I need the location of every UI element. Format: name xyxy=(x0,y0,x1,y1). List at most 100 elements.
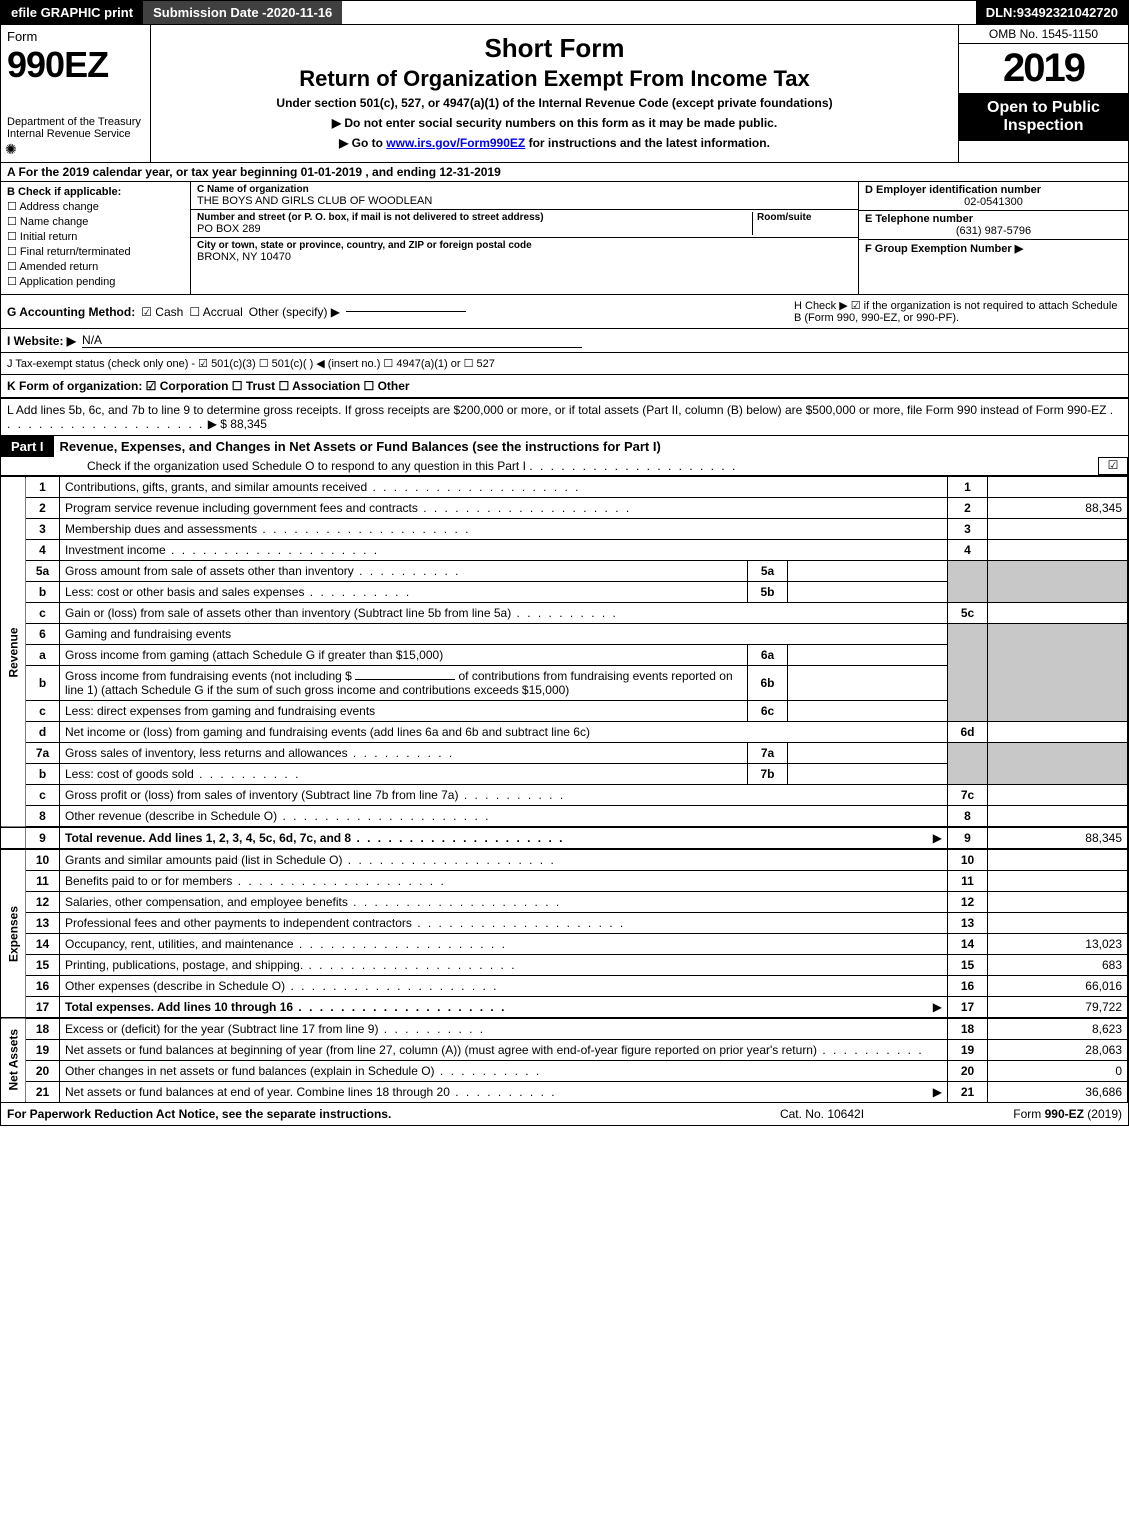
line-g-h: G Accounting Method: Cash Accrual Other … xyxy=(1,295,1128,329)
l6b-subamt xyxy=(788,666,948,701)
l6b-blank[interactable] xyxy=(355,679,455,680)
l10-desc: Grants and similar amounts paid (list in… xyxy=(65,853,556,867)
l5a-num: 5a xyxy=(26,561,60,582)
l5a-subamt xyxy=(788,561,948,582)
c-city-label: City or town, state or province, country… xyxy=(197,240,852,251)
l9-arrow: ▶ xyxy=(933,831,942,845)
l7a-desc: Gross sales of inventory, less returns a… xyxy=(65,746,454,760)
instruction-goto: ▶ Go to www.irs.gov/Form990EZ for instru… xyxy=(161,136,948,150)
check-name-change[interactable]: Name change xyxy=(7,215,184,228)
instruction-no-ssn: ▶ Do not enter social security numbers o… xyxy=(161,116,948,130)
l6b-amtshade xyxy=(988,666,1128,701)
l5c-rnum: 5c xyxy=(948,603,988,624)
l20-num: 20 xyxy=(26,1061,60,1082)
l5c-amt xyxy=(988,603,1128,624)
open-public-badge: Open to Public Inspection xyxy=(959,93,1128,141)
check-amended-return[interactable]: Amended return xyxy=(7,260,184,273)
l7a-rshade xyxy=(948,743,988,764)
l20-rnum: 20 xyxy=(948,1061,988,1082)
l21-arrow: ▶ xyxy=(933,1085,942,1099)
g-other-blank[interactable] xyxy=(346,311,466,312)
l6c-rshade xyxy=(948,701,988,722)
l7c-amt xyxy=(988,785,1128,806)
g-cash-checkbox[interactable]: Cash xyxy=(141,305,183,319)
l17-amt: 79,722 xyxy=(988,997,1128,1019)
l7c-desc: Gross profit or (loss) from sales of inv… xyxy=(65,788,565,802)
l5b-amtshade xyxy=(988,582,1128,603)
subdate-value: 2020-11-16 xyxy=(267,5,333,20)
efile-label: efile GRAPHIC print xyxy=(11,5,133,20)
c-street-label: Number and street (or P. O. box, if mail… xyxy=(197,212,752,223)
l7b-rshade xyxy=(948,764,988,785)
l7b-subamt xyxy=(788,764,948,785)
l17-rnum: 17 xyxy=(948,997,988,1019)
l10-num: 10 xyxy=(26,849,60,871)
check-address-change[interactable]: Address change xyxy=(7,200,184,213)
lines-table-wrap: Revenue 1 Contributions, gifts, grants, … xyxy=(1,475,1128,1103)
l7b-amtshade xyxy=(988,764,1128,785)
top-bar: efile GRAPHIC print Submission Date - 20… xyxy=(1,1,1128,25)
l7b-subnum: 7b xyxy=(748,764,788,785)
l16-desc: Other expenses (describe in Schedule O) xyxy=(65,979,498,993)
footer-right: Form 990-EZ (2019) xyxy=(922,1107,1122,1121)
subdate-label: Submission Date - xyxy=(153,5,266,20)
title-block: Form 990EZ ✺ Department of the Treasury … xyxy=(1,25,1128,163)
l8-num: 8 xyxy=(26,806,60,828)
g-other: Other (specify) ▶ xyxy=(249,305,340,319)
l8-rnum: 8 xyxy=(948,806,988,828)
check-initial-return[interactable]: Initial return xyxy=(7,230,184,243)
l19-num: 19 xyxy=(26,1040,60,1061)
l7a-subamt xyxy=(788,743,948,764)
l1-num: 1 xyxy=(26,477,60,498)
line-a-tax-year: A For the 2019 calendar year, or tax yea… xyxy=(1,163,1128,182)
check-application-pending[interactable]: Application pending xyxy=(7,275,184,288)
l6b-subnum: 6b xyxy=(748,666,788,701)
l6d-num: d xyxy=(26,722,60,743)
l5a-rshade xyxy=(948,561,988,582)
l2-num: 2 xyxy=(26,498,60,519)
l5b-desc: Less: cost or other basis and sales expe… xyxy=(65,585,411,599)
side-expenses: Expenses xyxy=(1,849,26,1018)
g-accrual-checkbox[interactable]: Accrual xyxy=(189,305,242,319)
l14-desc: Occupancy, rent, utilities, and maintena… xyxy=(65,937,507,951)
l19-amt: 28,063 xyxy=(988,1040,1128,1061)
l12-rnum: 12 xyxy=(948,892,988,913)
l10-amt xyxy=(988,849,1128,871)
l13-rnum: 13 xyxy=(948,913,988,934)
l15-amt: 683 xyxy=(988,955,1128,976)
lines-table: Revenue 1 Contributions, gifts, grants, … xyxy=(1,476,1128,1103)
form-id-box: Form 990EZ ✺ Department of the Treasury … xyxy=(1,25,151,162)
l14-amt: 13,023 xyxy=(988,934,1128,955)
department-label: Department of the Treasury xyxy=(7,116,144,128)
l11-amt xyxy=(988,871,1128,892)
c-name-label: C Name of organization xyxy=(197,184,852,195)
line-h: H Check ▶ ☑ if the organization is not r… xyxy=(788,295,1128,328)
l16-rnum: 16 xyxy=(948,976,988,997)
part1-schedule-o-checkbox[interactable]: ☑ xyxy=(1098,457,1128,475)
l4-desc: Investment income xyxy=(65,543,379,557)
title-short: Short Form xyxy=(161,33,948,64)
l6a-amtshade xyxy=(988,645,1128,666)
entity-block: B Check if applicable: Address change Na… xyxy=(1,182,1128,295)
line-g: G Accounting Method: Cash Accrual Other … xyxy=(1,295,788,328)
l6a-subnum: 6a xyxy=(748,645,788,666)
l20-desc: Other changes in net assets or fund bala… xyxy=(65,1064,541,1078)
l7b-num: b xyxy=(26,764,60,785)
efile-tab[interactable]: efile GRAPHIC print xyxy=(1,1,143,24)
l9-amt: 88,345 xyxy=(988,827,1128,849)
line-j: J Tax-exempt status (check only one) - ☑… xyxy=(1,353,1128,375)
l1-rnum: 1 xyxy=(948,477,988,498)
l17-num: 17 xyxy=(26,997,60,1019)
submission-date-tab: Submission Date - 2020-11-16 xyxy=(143,1,342,24)
l7b-desc: Less: cost of goods sold xyxy=(65,767,300,781)
org-city: BRONX, NY 10470 xyxy=(197,251,852,263)
l14-num: 14 xyxy=(26,934,60,955)
l4-amt xyxy=(988,540,1128,561)
dln-label: DLN: xyxy=(986,5,1017,20)
irs-link[interactable]: www.irs.gov/Form990EZ xyxy=(386,136,525,150)
check-final-return[interactable]: Final return/terminated xyxy=(7,245,184,258)
omb-number: OMB No. 1545-1150 xyxy=(959,25,1128,44)
l-amount-label: ▶ $ xyxy=(208,417,231,431)
l16-num: 16 xyxy=(26,976,60,997)
l2-desc: Program service revenue including govern… xyxy=(65,501,631,515)
